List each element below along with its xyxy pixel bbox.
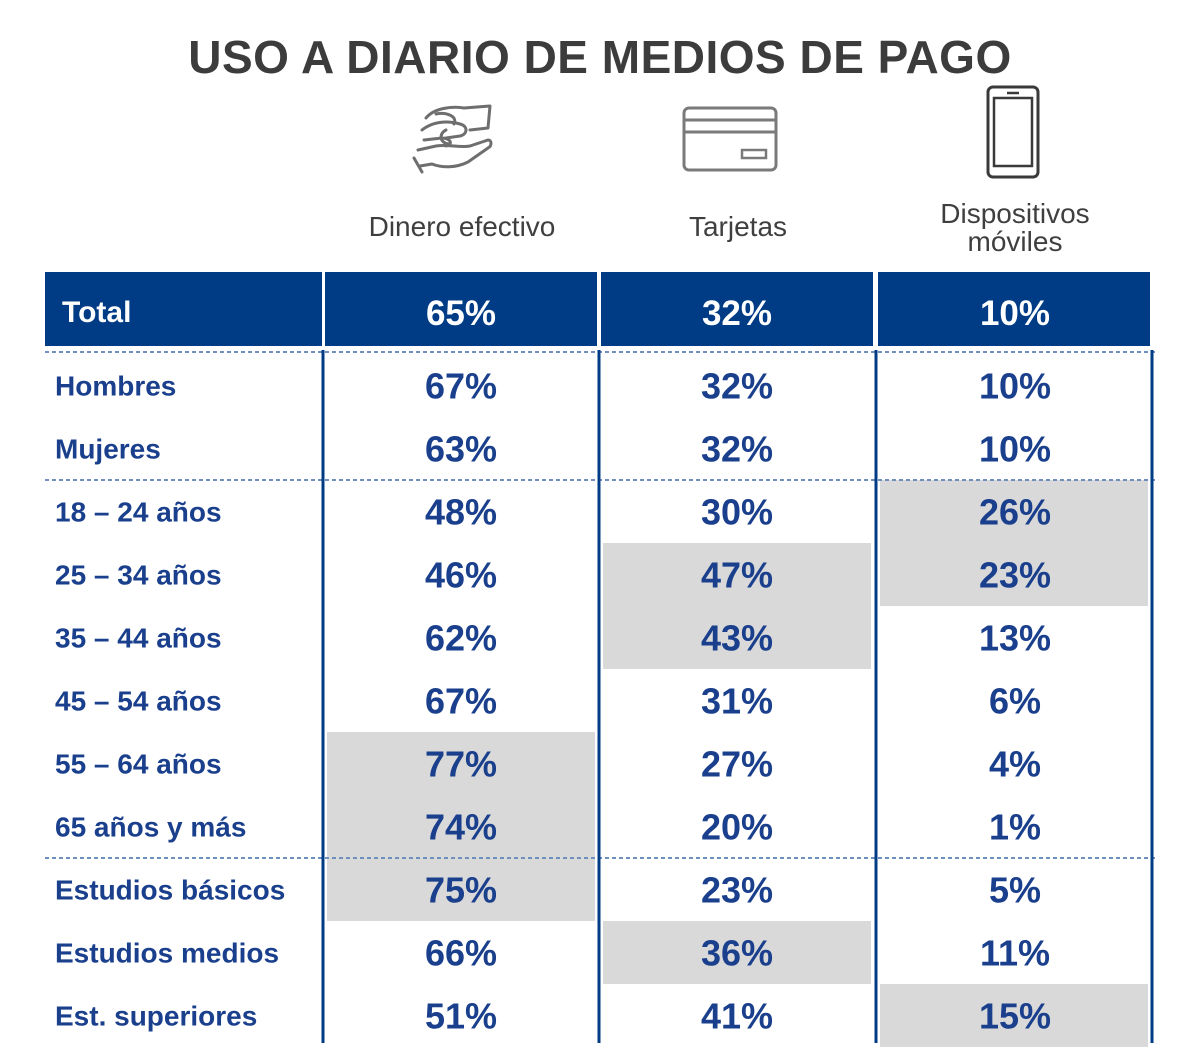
highlighted-cell <box>327 795 595 858</box>
column-header-line: móviles <box>967 226 1063 257</box>
column-header-cash: Dinero efectivo <box>327 213 597 241</box>
total-label: Total <box>62 296 131 329</box>
row-value: 47% <box>701 555 773 596</box>
row-value: 6% <box>989 681 1041 722</box>
row-value: 75% <box>425 870 497 911</box>
total-label-cell <box>45 272 322 346</box>
row-label: 65 años y más <box>55 812 246 843</box>
row-value: 67% <box>425 366 497 407</box>
highlighted-cell <box>327 732 595 795</box>
mobile-phone-icon <box>986 85 1040 179</box>
column-header-cards: Tarjetas <box>603 213 873 241</box>
row-value: 41% <box>701 996 773 1037</box>
highlighted-cell <box>880 984 1148 1047</box>
row-value: 62% <box>425 618 497 659</box>
row-value: 11% <box>980 933 1050 974</box>
row-value: 51% <box>425 996 497 1037</box>
row-value: 10% <box>979 429 1051 470</box>
row-label: Hombres <box>55 371 176 402</box>
highlighted-cell <box>603 606 871 669</box>
highlighted-cell <box>603 543 871 606</box>
row-label: Est. superiores <box>55 1001 257 1032</box>
row-value: 4% <box>989 744 1041 785</box>
row-value: 10% <box>979 366 1051 407</box>
row-label: 55 – 64 años <box>55 749 222 780</box>
row-value: 77% <box>425 744 497 785</box>
total-value: 10% <box>980 294 1050 333</box>
row-value: 32% <box>701 366 773 407</box>
row-value: 23% <box>979 555 1051 596</box>
row-value: 66% <box>425 933 497 974</box>
row-value: 31% <box>701 681 773 722</box>
row-value: 63% <box>425 429 497 470</box>
total-value: 32% <box>702 294 772 333</box>
row-value: 46% <box>425 555 497 596</box>
total-value-cell <box>601 272 873 346</box>
row-label: 35 – 44 años <box>55 623 222 654</box>
row-value: 1% <box>989 807 1041 848</box>
row-value: 13% <box>979 618 1051 659</box>
row-value: 48% <box>425 492 497 533</box>
highlighted-cell <box>327 858 595 921</box>
highlighted-cell <box>880 543 1148 606</box>
row-value: 5% <box>989 870 1041 911</box>
row-value: 26% <box>979 492 1051 533</box>
row-value: 30% <box>701 492 773 533</box>
row-label: 45 – 54 años <box>55 686 222 717</box>
column-header-mobile: Dispositivos móviles <box>880 200 1150 256</box>
total-value: 65% <box>426 294 496 333</box>
total-value-cell <box>878 272 1150 346</box>
row-label: Mujeres <box>55 434 161 465</box>
row-label: 18 – 24 años <box>55 497 222 528</box>
row-value: 20% <box>701 807 773 848</box>
credit-card-icon <box>682 106 778 172</box>
chart-title: USO A DIARIO DE MEDIOS DE PAGO <box>188 31 1012 83</box>
row-label: Estudios básicos <box>55 875 285 906</box>
row-value: 74% <box>425 807 497 848</box>
highlighted-cell <box>603 921 871 984</box>
row-label: Estudios medios <box>55 938 279 969</box>
column-header-line: Dinero efectivo <box>368 211 556 242</box>
row-value: 67% <box>425 681 497 722</box>
row-value: 23% <box>701 870 773 911</box>
row-label: 25 – 34 años <box>55 560 222 591</box>
row-value: 36% <box>701 933 773 974</box>
row-value: 15% <box>979 996 1051 1037</box>
column-header-line: Tarjetas <box>688 211 788 242</box>
row-value: 27% <box>701 744 773 785</box>
row-value: 32% <box>701 429 773 470</box>
row-value: 43% <box>701 618 773 659</box>
highlighted-cell <box>880 480 1148 543</box>
column-header-line: Dispositivos <box>940 198 1090 229</box>
cash-hand-icon <box>412 104 493 174</box>
total-value-cell <box>325 272 597 346</box>
